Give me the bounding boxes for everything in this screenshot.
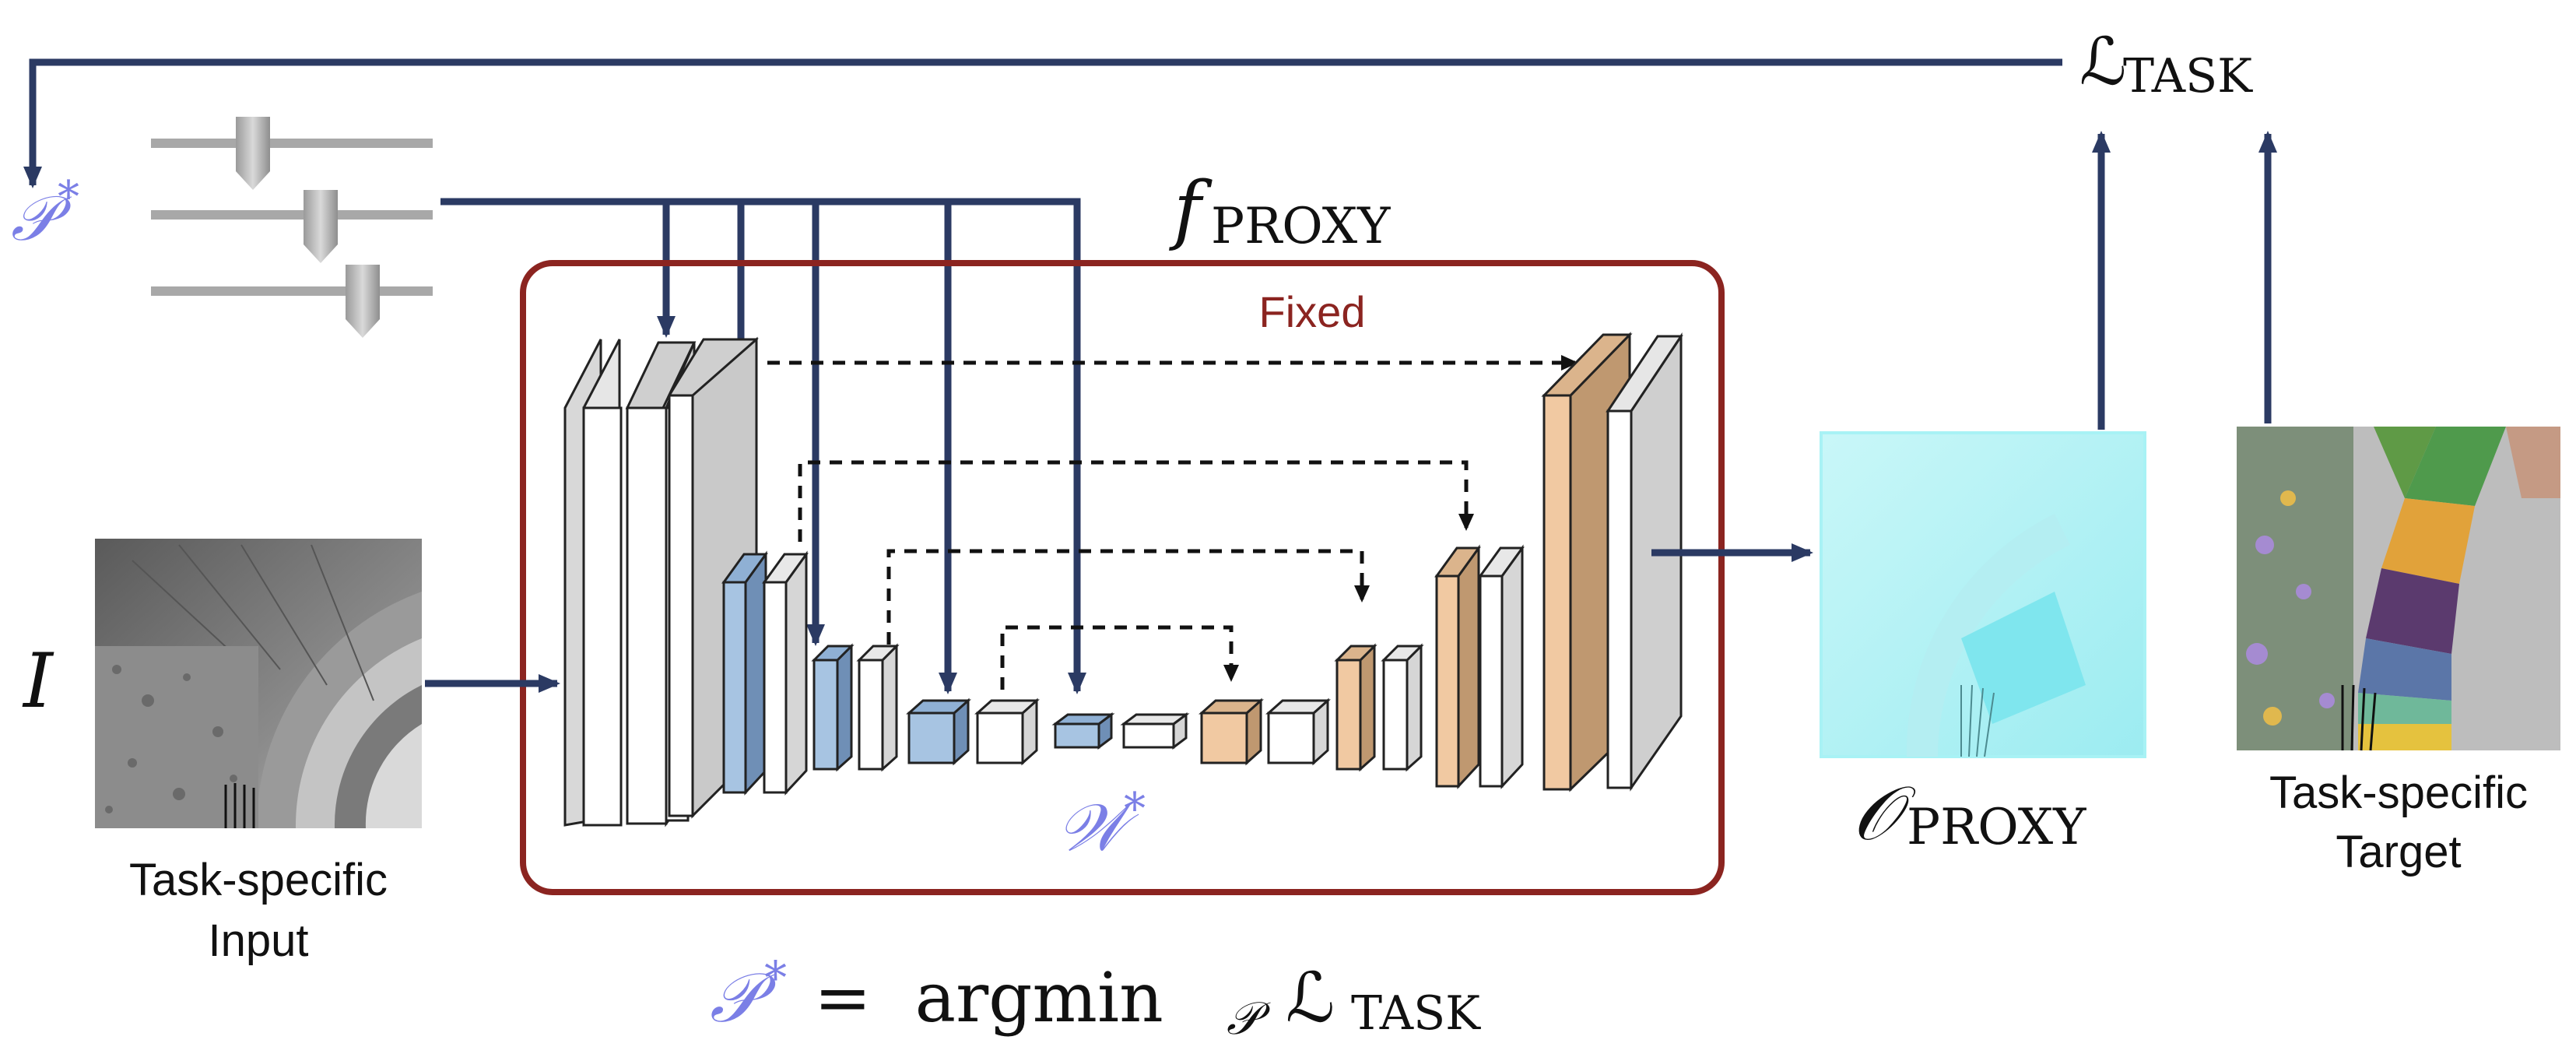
fixed-network-frame	[520, 260, 1725, 895]
params-optimal-label: 𝒫 *	[11, 172, 79, 255]
encoder-block-1	[563, 339, 623, 827]
optimization-equation: 𝒫 * = argmin 𝒫 ℒ TASK	[710, 951, 1481, 1045]
equation-loss: ℒ	[1264, 957, 1335, 1038]
decoder-block-white-2	[1478, 544, 1525, 789]
output-proxy-label: 𝒪 PROXY	[1852, 770, 2086, 857]
weights-optimal-label: 𝒲 *	[1057, 784, 1146, 866]
encoder-block-white-3	[856, 643, 900, 772]
feedback-loop-arrow	[23, 58, 2062, 188]
equation-loss-sub: TASK	[1351, 986, 1481, 1041]
task-specific-target-image	[2237, 427, 2560, 751]
encoder-block-white-4	[974, 697, 1040, 766]
decoder-block-gray-1	[1606, 332, 1683, 792]
slider-track-2	[151, 210, 433, 220]
input-caption-line2: Input	[209, 915, 309, 966]
equation-argmin: = argmin	[792, 957, 1163, 1038]
input-caption-line1: Task-specific	[129, 855, 388, 905]
f-proxy-symbol: f	[1169, 166, 1213, 253]
target-caption-line2: Target	[2336, 827, 2461, 877]
target-caption-line1: Task-specific	[2269, 768, 2528, 818]
encoder-block-white-2	[762, 550, 809, 796]
decoder-block-orange-3	[1334, 643, 1377, 772]
decoder-block-orange-2	[1434, 544, 1481, 789]
f-proxy-sub: PROXY	[1211, 198, 1391, 255]
encoder-block-blue-4	[906, 697, 971, 766]
loss-task-label: ℒ TASK	[2079, 23, 2253, 104]
decoder-block-white-4	[1265, 697, 1331, 766]
slider-knob-1	[236, 117, 270, 190]
proxy-output-image	[1820, 431, 2146, 758]
equation-star: *	[764, 951, 787, 1004]
parameter-sliders[interactable]	[151, 117, 433, 338]
loss-task-sub: TASK	[2123, 49, 2253, 104]
encoder-block-blue-2	[721, 550, 768, 796]
skip-connections	[767, 355, 1578, 690]
task-specific-input-image	[95, 539, 422, 828]
decoder-block-white-3	[1381, 643, 1424, 772]
f-proxy-label: f PROXY	[1169, 166, 1391, 255]
output-sub: PROXY	[1907, 799, 2086, 856]
params-star: *	[58, 172, 79, 223]
input-symbol: I	[22, 638, 54, 725]
slider-knob-3	[346, 265, 380, 338]
decoder-block-orange-4	[1199, 697, 1264, 766]
bottleneck-block-white	[1120, 712, 1190, 750]
slider-knob-2	[304, 190, 338, 263]
slider-track-1	[151, 139, 433, 148]
slider-track-3	[151, 286, 433, 296]
encoder-block-blue-3	[811, 643, 855, 772]
weights-star: *	[1124, 784, 1146, 834]
fixed-label: Fixed	[1259, 287, 1366, 336]
loss-task-script: ℒ	[2079, 23, 2127, 100]
bottleneck-block-blue	[1051, 712, 1115, 750]
